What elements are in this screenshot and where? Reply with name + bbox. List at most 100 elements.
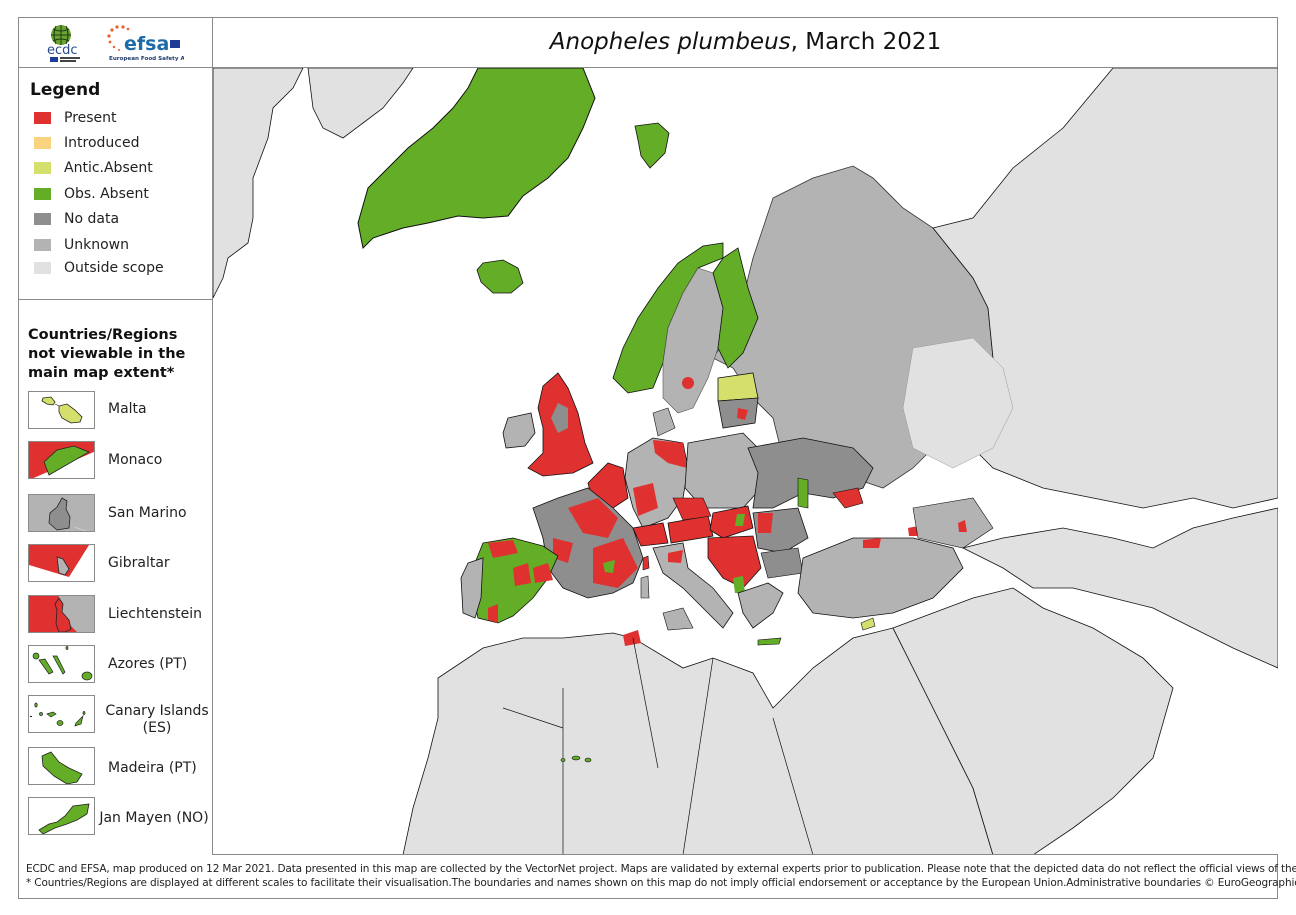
legend-title: Legend	[30, 80, 101, 100]
spain-present-c	[513, 563, 531, 586]
legend-item-introduced: Introduced	[34, 135, 139, 151]
svg-text:European Food Safety Authority: European Food Safety Authority	[109, 56, 184, 62]
crete	[757, 637, 782, 646]
inset-gibraltar	[28, 544, 95, 582]
jan-mayen-shape-icon	[38, 803, 90, 834]
legend-label: No data	[64, 211, 120, 227]
swatch-introduced	[34, 137, 51, 149]
inset-label-liechtenstein: Liechtenstein	[108, 606, 203, 622]
azores-shape-icon	[32, 646, 93, 681]
corsica	[642, 555, 650, 571]
swatch-unknown	[34, 239, 51, 251]
turkey	[797, 537, 964, 619]
inset-azores	[28, 645, 95, 683]
main-map[interactable]	[213, 68, 1278, 855]
france-absent	[603, 560, 615, 573]
iceland	[476, 259, 524, 294]
inset-san-marino	[28, 494, 95, 532]
bulgaria	[760, 547, 804, 579]
legend-label: Antic.Absent	[64, 160, 153, 176]
gibraltar-shape-icon	[29, 545, 94, 581]
germany-present-w	[633, 483, 658, 516]
france-present-se	[593, 538, 638, 588]
middle-east	[892, 587, 1174, 854]
inset-madeira	[28, 747, 95, 785]
madeira-shape-icon	[41, 751, 83, 784]
spain-present-ne	[533, 563, 553, 583]
ecdc-globe-icon: ecdc	[47, 25, 80, 62]
legend-label: Introduced	[64, 135, 140, 151]
canary-islands-map	[560, 755, 592, 763]
monaco-shape-icon	[29, 442, 94, 478]
tunisia-present	[623, 630, 641, 646]
legend-item-present: Present	[34, 110, 117, 126]
latvia	[717, 372, 759, 402]
regions-title: Countries/Regions not viewable in the ma…	[28, 327, 186, 381]
footer-line-1: ECDC and EFSA, map produced on 12 Mar 20…	[26, 863, 1296, 875]
france-present-n	[568, 498, 618, 538]
legend-item-outside-scope: Outside scope	[34, 260, 164, 276]
greece	[737, 582, 784, 629]
inset-label-san-marino: San Marino	[108, 505, 187, 521]
ecdc-logo: ecdc	[45, 23, 87, 63]
hungary	[709, 505, 754, 539]
legend-item-obs-absent: Obs. Absent	[34, 186, 149, 202]
legend-label: Outside scope	[64, 260, 164, 276]
swatch-obs-absent	[34, 188, 51, 200]
spain-present-n	[488, 540, 518, 558]
cyprus	[860, 617, 876, 631]
legend-label: Obs. Absent	[64, 186, 149, 202]
inset-malta	[28, 391, 95, 429]
inset-label-monaco: Monaco	[108, 452, 163, 468]
legend-item-antic-absent: Antic.Absent	[34, 160, 153, 176]
hungary-absent	[735, 514, 745, 526]
moldova	[797, 477, 809, 509]
germany-present-n	[653, 440, 687, 468]
greenland	[357, 68, 596, 250]
inset-jan-mayen	[28, 797, 95, 835]
caucasus	[912, 497, 994, 549]
swatch-outside-scope	[34, 262, 51, 274]
albania	[733, 576, 745, 593]
malta-shape-icon	[41, 396, 83, 424]
swatch-no-data	[34, 213, 51, 225]
italy-present	[668, 550, 683, 563]
sardinia	[640, 575, 650, 599]
poland	[684, 432, 762, 509]
swatch-present	[34, 112, 51, 124]
swatch-antic-absent	[34, 162, 51, 174]
portugal	[460, 557, 484, 619]
north-africa	[402, 627, 994, 854]
footer-disclaimer: ECDC and EFSA, map produced on 12 Mar 20…	[18, 855, 1296, 899]
turkey-present	[863, 538, 881, 548]
san-marino-shape-icon	[29, 495, 94, 531]
czechia	[672, 497, 712, 521]
legend-label: Unknown	[64, 237, 129, 253]
regions-panel: Countries/Regions not viewable in the ma…	[18, 300, 212, 855]
map-title: Anopheles plumbeus, March 2021	[550, 29, 941, 55]
inset-label-malta: Malta	[108, 401, 147, 417]
species-name: Anopheles plumbeus	[549, 29, 791, 55]
legend: Legend Present Introduced Antic.Absent O…	[18, 68, 212, 300]
title-bar: Anopheles plumbeus, March 2021	[213, 17, 1278, 68]
legend-label: Present	[64, 110, 117, 126]
efsa-stars-icon: efsa European Food Safety Authority	[107, 25, 211, 62]
logo-bar: ecdc efsa European Food Safety Authority	[18, 17, 212, 68]
svg-text:efsa: efsa	[124, 33, 169, 55]
ireland	[502, 412, 536, 449]
kazakhstan-west	[902, 337, 1014, 469]
efsa-logo: efsa European Food Safety Authority	[104, 23, 211, 63]
austria	[667, 515, 714, 544]
legend-item-unknown: Unknown	[34, 237, 129, 253]
ukraine	[747, 437, 874, 509]
iran-central-asia	[961, 507, 1278, 669]
denmark	[652, 407, 676, 437]
uk-nodata	[551, 403, 568, 433]
inset-label-gibraltar: Gibraltar	[108, 555, 170, 571]
inset-label-jan-mayen: Jan Mayen (NO)	[99, 810, 209, 826]
inset-label-madeira: Madeira (PT)	[108, 760, 197, 776]
legend-item-no-data: No data	[34, 211, 119, 227]
turkey-present-e	[908, 526, 918, 536]
inset-label-canary-islands: Canary Islands (ES)	[105, 703, 209, 736]
italy	[652, 542, 734, 629]
